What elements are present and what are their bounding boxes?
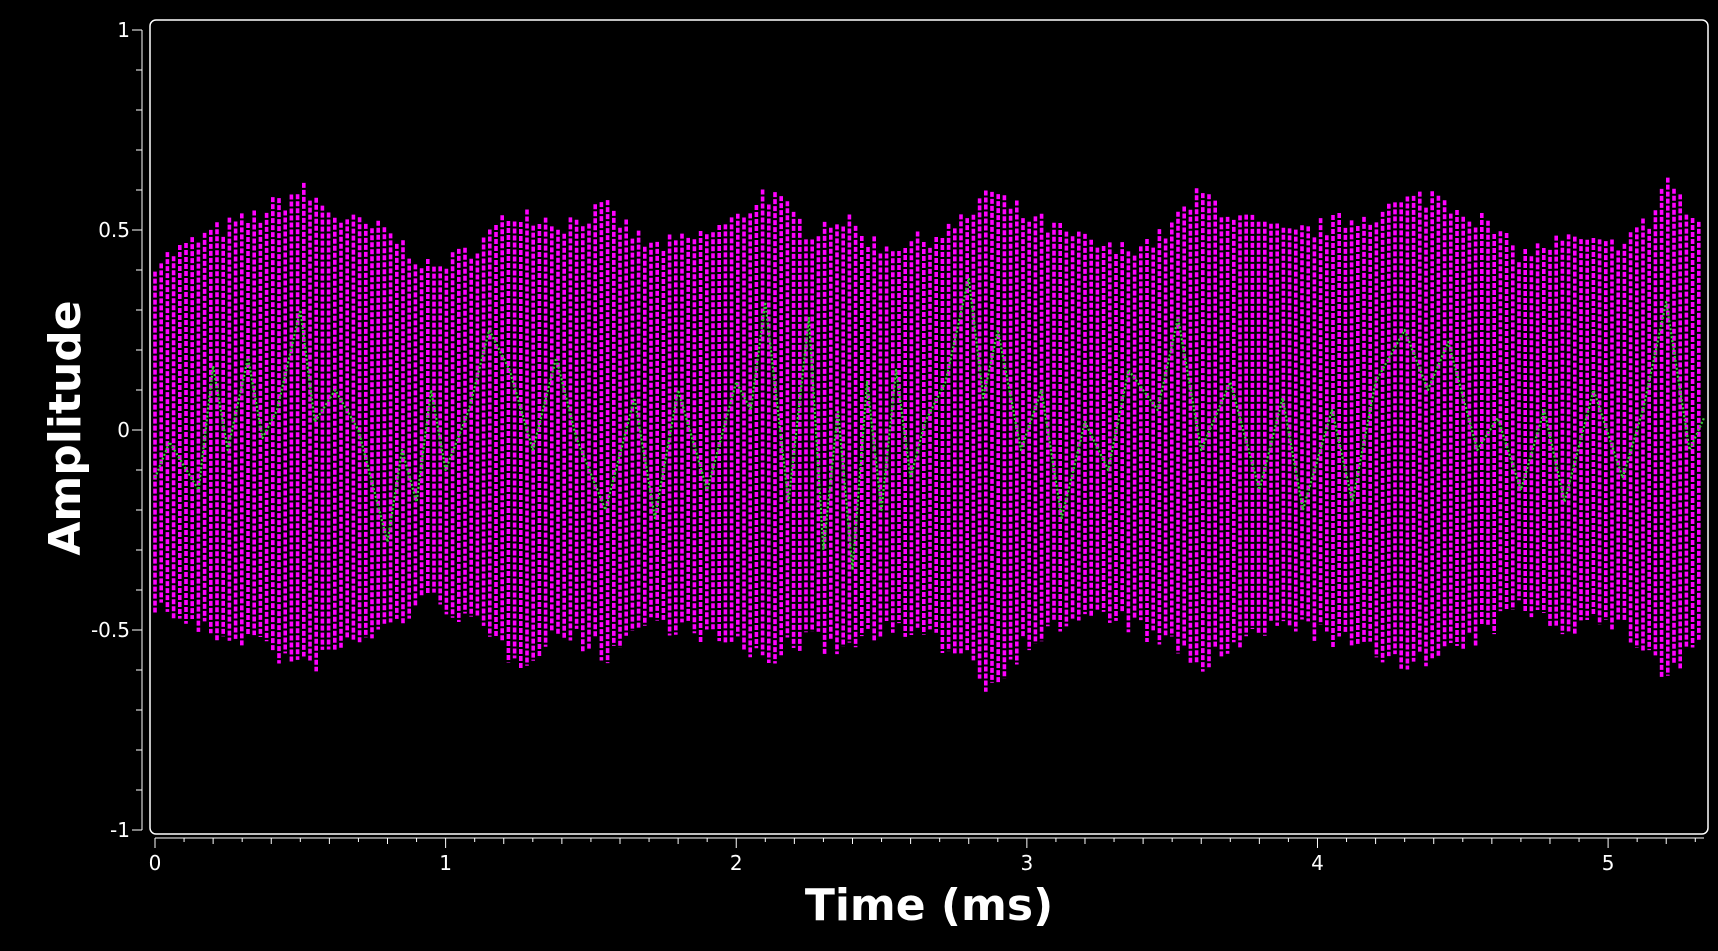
y-tick-label: 1 — [117, 18, 130, 42]
y-tick-label: 0.5 — [98, 218, 130, 242]
x-axis: 0 1 2 3 4 5 — [149, 837, 1704, 875]
x-tick-label: 5 — [1602, 851, 1615, 875]
y-axis-title: Amplitude — [40, 300, 91, 555]
smoothed-series — [153, 276, 1706, 572]
y-tick-label: 0 — [117, 418, 130, 442]
x-tick-label: 2 — [730, 851, 743, 875]
x-tick-label: 0 — [149, 851, 162, 875]
smoothed-line — [153, 276, 1706, 572]
x-axis-title: Time (ms) — [805, 880, 1053, 931]
x-tick-label: 4 — [1311, 851, 1324, 875]
y-tick-label: -1 — [110, 818, 130, 842]
y-tick-label: -0.5 — [91, 618, 130, 642]
plot-frame — [149, 19, 1709, 835]
x-tick-label: 1 — [439, 851, 452, 875]
x-tick-label: 3 — [1020, 851, 1033, 875]
y-axis: 1 0.5 0 -0.5 -1 — [91, 18, 143, 842]
